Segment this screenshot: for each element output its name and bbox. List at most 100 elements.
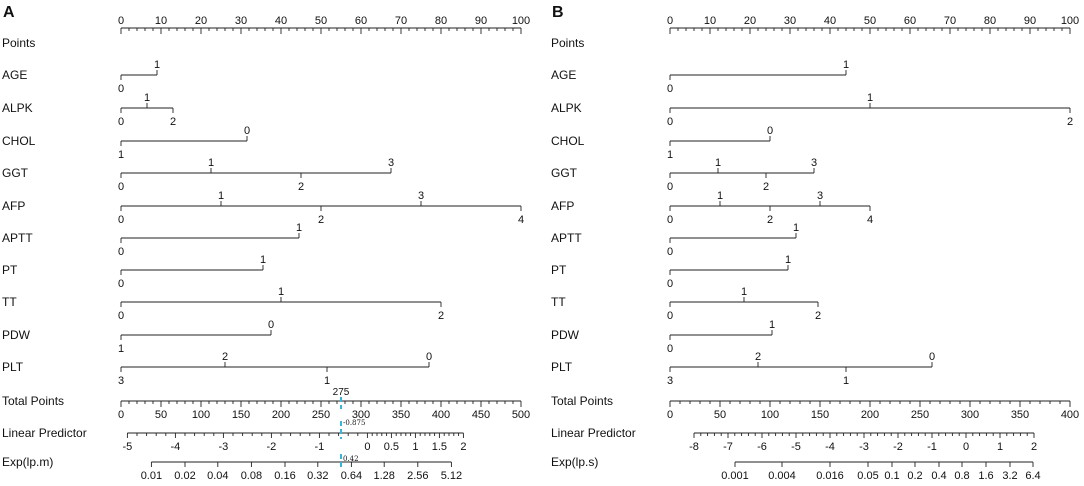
variable-label-age: AGE (2, 68, 27, 82)
level-label: 3 (118, 375, 124, 387)
level-label: 1 (260, 254, 266, 266)
total-points-tick-label: 50 (714, 409, 726, 421)
level-label: 0 (667, 343, 673, 355)
total-points-tick-label: 50 (155, 409, 167, 421)
total-points-tick-label: 300 (352, 409, 370, 421)
level-label: 2 (298, 181, 304, 193)
points-tick-label: 100 (1061, 15, 1079, 27)
total-points-tick-label: 250 (911, 409, 929, 421)
lp-tick-label: -8 (689, 441, 699, 453)
lp-tick-label: -7 (723, 441, 733, 453)
lp-tick-label: 2 (460, 441, 466, 453)
points-tick-label: 90 (475, 15, 487, 27)
variable-label-afp: AFP (551, 199, 574, 213)
level-label: 0 (118, 246, 124, 258)
level-label: 4 (518, 214, 524, 226)
level-label: 0 (667, 310, 673, 322)
variable-label-ggt: GGT (551, 166, 578, 180)
level-label: 1 (208, 157, 214, 169)
points-tick-label: 60 (904, 15, 916, 27)
level-label: 1 (278, 286, 284, 298)
level-label: 2 (1067, 116, 1073, 128)
level-label: 1 (867, 92, 873, 104)
level-label: 1 (843, 59, 849, 71)
exp-tick-label: 0.1 (884, 470, 899, 482)
level-label: 0 (667, 246, 673, 258)
exp-tick-label: 0.08 (241, 470, 262, 482)
level-label: 1 (843, 375, 849, 387)
lp-tick-label: -5 (791, 441, 801, 453)
variable-label-plt: PLT (551, 360, 573, 374)
total-points-tick-label: 250 (312, 409, 330, 421)
level-label: 1 (218, 190, 224, 202)
exp-tick-label: 1.28 (373, 470, 394, 482)
exp-annotation: 0.42 (343, 455, 359, 463)
total-points-tick-label: 150 (232, 409, 250, 421)
lp-tick-label: -4 (825, 441, 835, 453)
level-label: 0 (767, 125, 773, 137)
total-points-tick-label: 200 (861, 409, 879, 421)
level-label: 2 (222, 351, 228, 363)
total-points-tick-label: 500 (512, 409, 530, 421)
level-label: 4 (867, 214, 873, 226)
total-points-annotation: 275 (333, 387, 350, 398)
variable-label-pt: PT (551, 263, 567, 277)
exp-tick-label: 1.6 (978, 470, 993, 482)
points-tick-label: 70 (944, 15, 956, 27)
exp-tick-label: 0.8 (954, 470, 969, 482)
total-points-tick-label: 450 (472, 409, 490, 421)
level-label: 0 (426, 351, 432, 363)
lp-tick-label: -1 (927, 441, 937, 453)
exp-axis-label: Exp(lp.m) (2, 455, 53, 469)
level-label: 0 (244, 125, 250, 137)
exp-tick-label: 0.004 (768, 470, 796, 482)
level-label: 2 (767, 214, 773, 226)
level-label: 3 (811, 157, 817, 169)
level-label: 1 (144, 92, 150, 104)
exp-tick-label: 0.16 (274, 470, 295, 482)
lp-tick-label: -1 (315, 441, 325, 453)
level-label: 0 (118, 310, 124, 322)
level-label: 0 (118, 181, 124, 193)
exp-tick-label: 0.32 (307, 470, 328, 482)
level-label: 2 (755, 351, 761, 363)
level-label: 2 (170, 116, 176, 128)
variable-label-chol: CHOL (2, 134, 36, 148)
points-tick-label: 40 (824, 15, 836, 27)
variable-label-chol: CHOL (551, 134, 585, 148)
level-label: 1 (717, 190, 723, 202)
level-label: 3 (388, 157, 394, 169)
level-label: 2 (815, 310, 821, 322)
exp-tick-label: 0.4 (931, 470, 946, 482)
level-label: 0 (667, 214, 673, 226)
level-label: 1 (769, 319, 775, 331)
variable-label-afp: AFP (2, 199, 25, 213)
points-axis-label: Points (2, 36, 35, 50)
points-tick-label: 100 (512, 15, 530, 27)
points-tick-label: 90 (1024, 15, 1036, 27)
exp-axis-label: Exp(lp.s) (551, 455, 598, 469)
points-tick-label: 20 (195, 15, 207, 27)
variable-label-alpk: ALPK (551, 101, 582, 115)
exp-tick-label: 0.001 (721, 470, 749, 482)
total-points-tick-label: 100 (192, 409, 210, 421)
points-tick-label: 20 (744, 15, 756, 27)
lp-tick-label: 0 (364, 441, 370, 453)
variable-label-pdw: PDW (2, 328, 31, 342)
variable-label-aptt: APTT (2, 231, 33, 245)
level-label: 1 (785, 254, 791, 266)
exp-tick-label: 0.016 (816, 470, 844, 482)
total-points-tick-label: 0 (118, 409, 124, 421)
level-label: 0 (667, 181, 673, 193)
points-tick-label: 30 (235, 15, 247, 27)
level-label: 2 (763, 181, 769, 193)
lp-tick-label: -3 (219, 441, 229, 453)
total-points-tick-label: 350 (1011, 409, 1029, 421)
level-label: 1 (118, 149, 124, 161)
exp-tick-label: 0.2 (907, 470, 922, 482)
points-tick-label: 60 (355, 15, 367, 27)
variable-label-tt: TT (2, 295, 17, 309)
points-tick-label: 80 (984, 15, 996, 27)
